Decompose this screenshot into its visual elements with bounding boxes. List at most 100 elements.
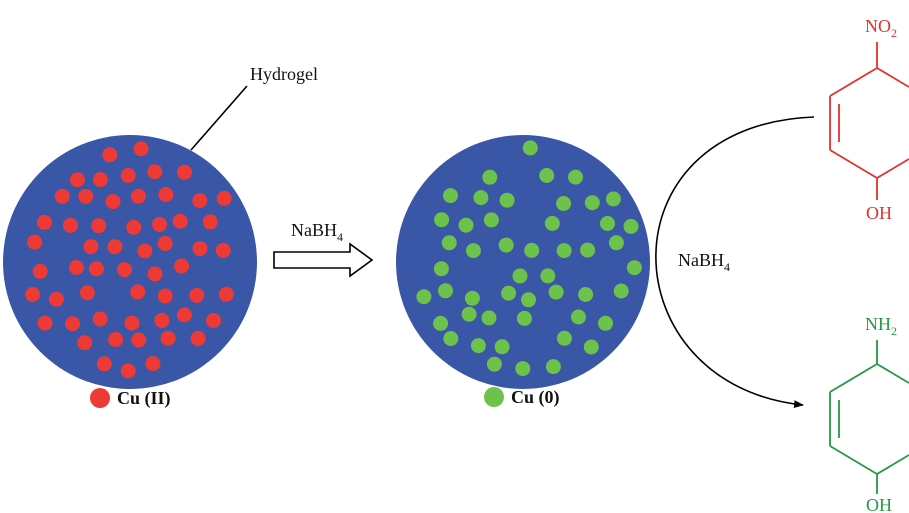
cu2-particle — [120, 363, 136, 379]
aminophenol-oh-label: OH — [866, 495, 892, 513]
cu2-particle — [147, 164, 163, 180]
cu2-particle — [78, 188, 94, 204]
cu0-particle — [441, 235, 457, 251]
cu0-particle — [556, 243, 572, 259]
cu0-particle — [438, 283, 453, 299]
cu0-particle — [473, 190, 489, 206]
cu0-particle — [580, 242, 596, 258]
cu2-particle — [105, 194, 121, 210]
cu0-legend-dot — [484, 387, 504, 407]
hydrogel-label: Hydrogel — [250, 64, 318, 84]
cu0-particle — [434, 212, 450, 228]
cu0-particle — [548, 284, 564, 300]
cu2-particle — [152, 216, 167, 232]
cu0-particle — [482, 169, 498, 185]
cu0-particle — [461, 306, 477, 322]
cu2-particle — [117, 262, 133, 278]
cu0-particle — [545, 359, 561, 375]
cu0-particle — [540, 268, 556, 284]
cu0-particle — [598, 315, 613, 331]
cu0-particle — [605, 191, 621, 207]
cu2-particle — [158, 187, 174, 202]
cu0-particle — [433, 315, 449, 331]
cu2-particle — [177, 164, 192, 180]
cu0-particle — [613, 283, 629, 299]
cu2-particle — [124, 315, 140, 331]
cu0-particle — [568, 169, 583, 185]
reaction-curve-arrow — [655, 116, 815, 409]
cu2-particle — [69, 172, 85, 188]
cu2-particle — [202, 214, 218, 230]
amino-group-label: NH2 — [865, 314, 897, 338]
cu0-particle — [578, 287, 594, 302]
cu0-particle — [626, 260, 642, 276]
cu2-particle — [145, 356, 161, 372]
cu0-particle — [416, 289, 432, 305]
cu2-particle — [65, 316, 81, 332]
cu0-particle — [512, 268, 528, 284]
cu0-particle — [544, 215, 560, 231]
cu2-particle — [157, 288, 173, 304]
cu2-particle — [130, 188, 146, 204]
cu2-particle — [130, 284, 146, 300]
cu2-particle — [89, 261, 104, 277]
cu0-particle — [522, 140, 538, 156]
cu2-particle — [37, 214, 52, 230]
cu2-particle — [126, 219, 142, 235]
cu2-particle — [137, 243, 153, 259]
cu0-particle — [465, 243, 481, 259]
cu2-particle — [92, 311, 108, 327]
cu2-particle — [83, 239, 99, 255]
cu2-particle — [206, 313, 221, 328]
cu0-particle — [494, 339, 510, 355]
cu0-particle — [556, 196, 572, 211]
cu2-particle — [108, 332, 124, 347]
cu0-particle — [499, 192, 515, 208]
nitro-group-label: NO2 — [865, 16, 897, 40]
cu2-particle — [174, 258, 190, 274]
cu0-particle — [524, 242, 540, 258]
cu2-particle — [157, 236, 173, 251]
cu2-particle — [62, 217, 78, 233]
cu2-particle — [54, 188, 70, 204]
cu0-particle — [583, 339, 599, 355]
cu0-particle — [539, 168, 555, 183]
hydrogel-pointer-line — [190, 85, 248, 151]
cu0-particles — [416, 140, 642, 377]
cu2-particle — [37, 315, 53, 331]
cu2-particle — [218, 286, 234, 302]
cu0-particle — [516, 310, 532, 326]
cu2-particle — [131, 332, 147, 348]
cu0-particle — [443, 188, 458, 204]
cu2-particle — [32, 263, 48, 279]
cu0-particle — [600, 216, 615, 231]
cu0-particle — [501, 285, 517, 301]
cu2-legend-label: Cu (II) — [117, 388, 171, 409]
cu0-particle — [584, 195, 600, 211]
cu0-particle — [608, 235, 624, 251]
cu0-particle — [486, 356, 502, 372]
cu2-particle — [172, 213, 188, 229]
cu2-particle — [48, 291, 64, 307]
cu0-particle — [571, 309, 586, 325]
cu2-particles — [25, 141, 234, 379]
curve-reagent: NaBH4 — [678, 250, 730, 274]
cu2-particle — [160, 330, 176, 346]
cu2-particle — [27, 234, 43, 250]
cu0-particle — [483, 212, 499, 228]
arrow-reagent: NaBH4 — [291, 220, 343, 244]
cu0-particle — [498, 237, 514, 253]
cu2-particle — [176, 307, 192, 323]
cu2-particle — [154, 312, 170, 328]
cu0-particle — [433, 261, 449, 277]
cu2-particle — [216, 190, 232, 206]
nitrophenol-structure — [829, 42, 909, 200]
hollow-arrow — [273, 242, 374, 278]
cu2-particle — [25, 287, 41, 302]
cu2-particle — [192, 193, 208, 208]
cu2-particle — [102, 147, 118, 163]
cu2-particle — [77, 335, 93, 351]
cu0-particle — [515, 361, 531, 377]
cu2-particle — [190, 330, 206, 346]
